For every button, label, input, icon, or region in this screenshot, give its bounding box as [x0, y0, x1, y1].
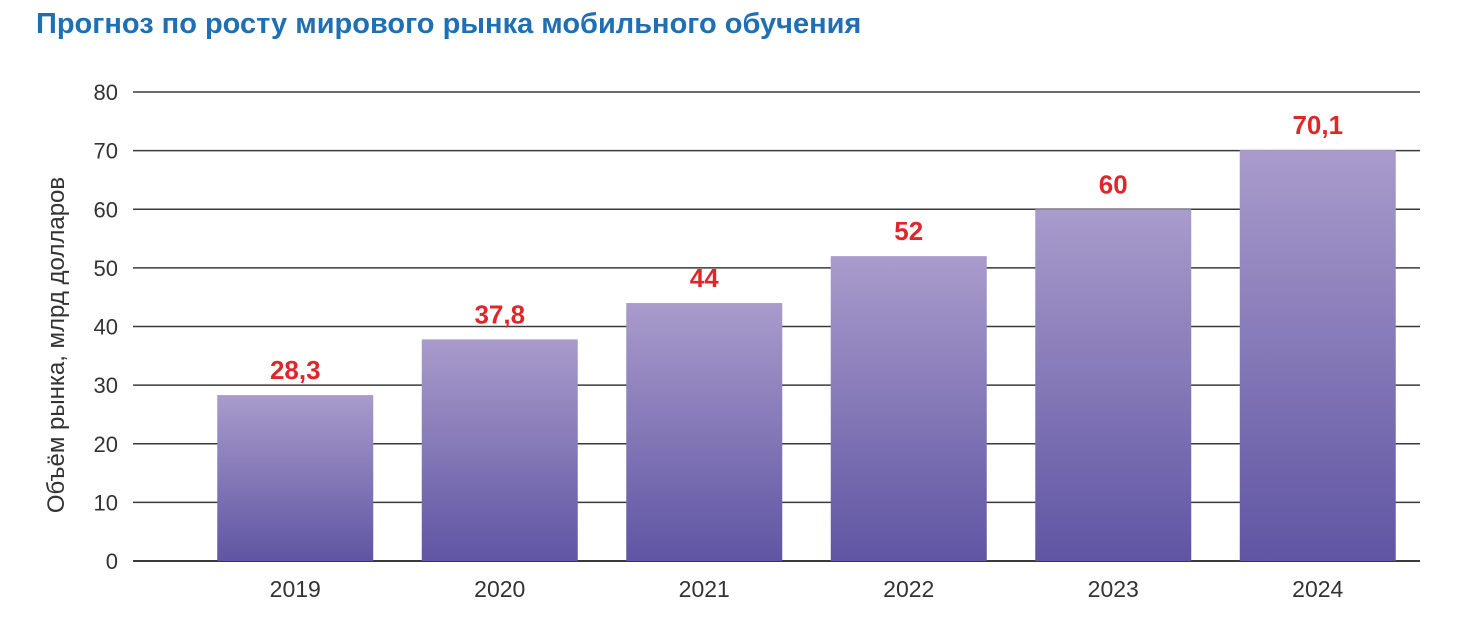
data-label-2023: 60: [1099, 169, 1128, 199]
bar-2024: [1239, 150, 1396, 561]
x-tick-label-2024: 2024: [1292, 576, 1343, 602]
bar-2021: [626, 303, 783, 561]
bar-2019: [217, 395, 374, 561]
y-tick-label: 40: [94, 315, 118, 340]
y-tick-label: 80: [94, 80, 118, 105]
y-tick-label: 70: [94, 139, 118, 164]
y-tick-label: 60: [94, 197, 118, 222]
x-tick-label-2020: 2020: [474, 576, 525, 602]
data-label-2020: 37,8: [474, 299, 525, 329]
bar-2022: [830, 256, 987, 561]
y-tick-label: 10: [94, 490, 118, 515]
y-tick-label: 50: [94, 256, 118, 281]
y-axis-title: Объём рынка, млрд долларов: [43, 177, 70, 513]
chart-title: Прогноз по росту мирового рынка мобильно…: [36, 8, 862, 40]
y-tick-label: 30: [94, 373, 118, 398]
data-label-2019: 28,3: [270, 355, 321, 385]
y-tick-label: 0: [106, 549, 118, 574]
bar-2023: [1035, 209, 1192, 561]
x-tick-label-2023: 2023: [1088, 576, 1139, 602]
x-tick-label-2022: 2022: [883, 576, 934, 602]
x-tick-label-2019: 2019: [270, 576, 321, 602]
data-label-2021: 44: [690, 263, 719, 293]
data-label-2022: 52: [894, 216, 923, 246]
x-tick-label-2021: 2021: [679, 576, 730, 602]
y-tick-label: 20: [94, 432, 118, 457]
data-label-2024: 70,1: [1292, 110, 1343, 140]
bar-2020: [421, 339, 578, 561]
